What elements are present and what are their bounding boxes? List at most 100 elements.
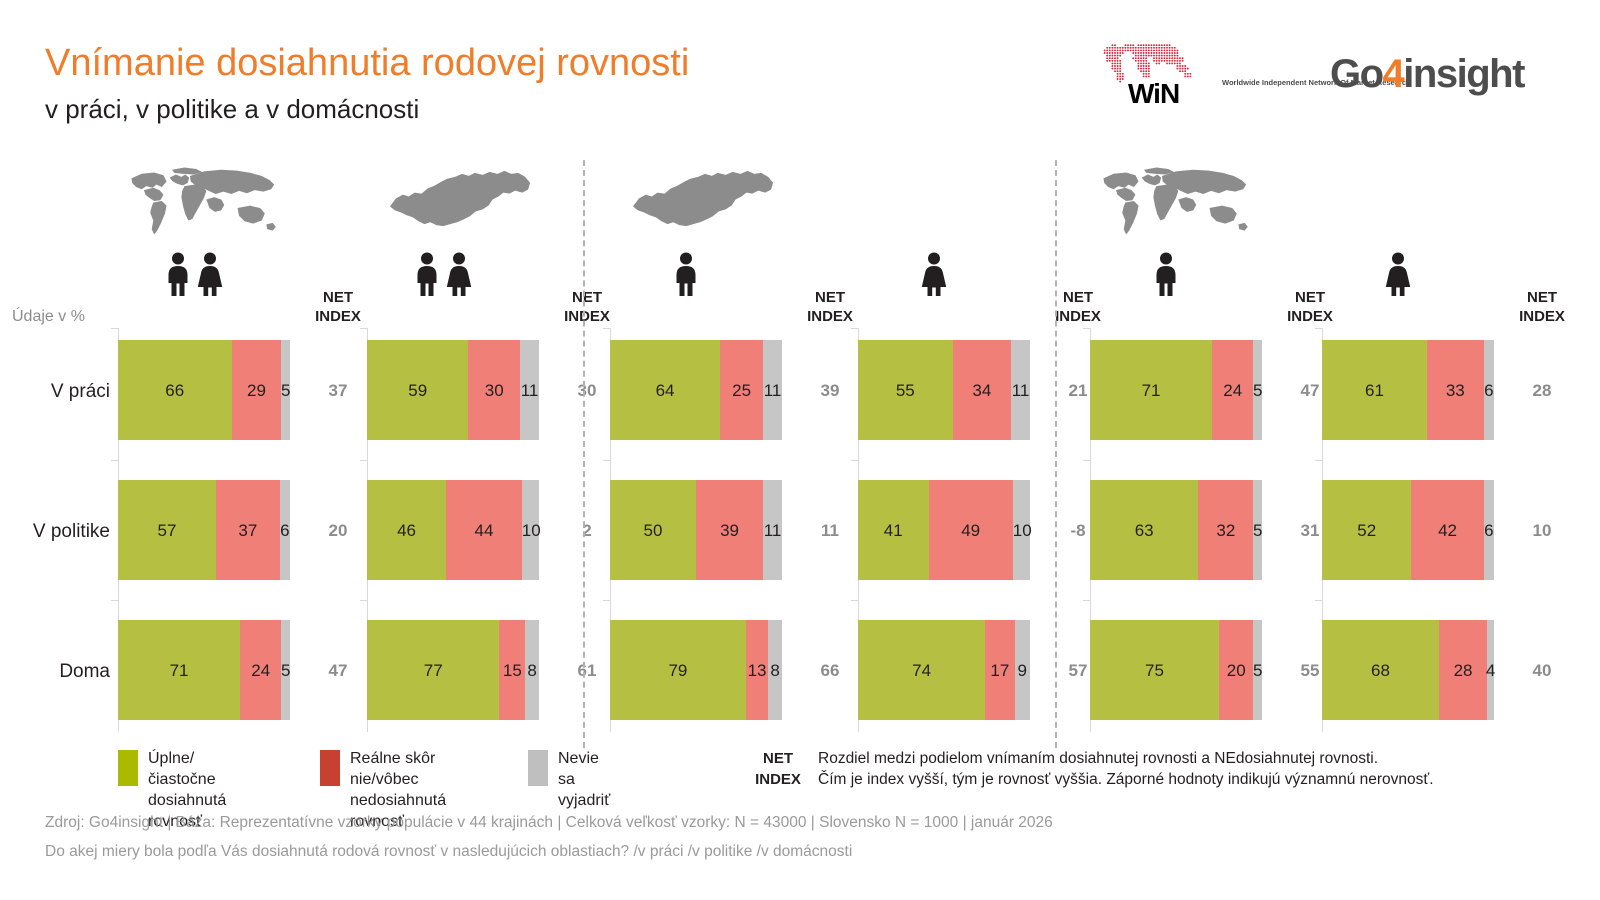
bar-segment-gray	[521, 480, 539, 580]
bar-segment-gray	[1483, 340, 1494, 440]
bar-segment-red	[1212, 340, 1254, 440]
net-index-value: 21	[1068, 381, 1088, 400]
bar-value-label: 57	[157, 521, 177, 540]
net-index-value: 39	[820, 381, 840, 400]
go4insight-logo-part2: 4	[1382, 52, 1405, 96]
net-index-value: 61	[577, 661, 597, 680]
bar-value-label: 30	[484, 381, 504, 400]
world-map-icon	[104, 162, 304, 240]
go4insight-logo-part3: insight	[1403, 52, 1525, 96]
bar-value-label: 59	[408, 381, 428, 400]
bar-segment-gray	[1014, 620, 1030, 720]
bar-value-label: 28	[1453, 661, 1473, 680]
bar-row: 79 13 8 66	[610, 620, 866, 720]
bar-segment-green	[1090, 620, 1219, 720]
bar-segment-red	[928, 480, 1013, 580]
panel-global-total: NET INDEX 66 29 5 37 57 37 6 20 71 24 5 47	[108, 150, 361, 750]
axis-tick-1	[603, 460, 611, 461]
bar-segment-gray	[1253, 340, 1262, 440]
units-label: Údaje v %	[12, 308, 85, 325]
bar-value-label: 17	[990, 661, 1010, 680]
axis-tick-2	[1083, 600, 1091, 601]
net-index-header: NET INDEX	[315, 289, 361, 325]
net-index-value: 37	[328, 381, 348, 400]
bar-segment-green	[118, 620, 241, 720]
bar-value-label: 63	[1134, 521, 1154, 540]
panel-global-men: NET INDEX 71 24 5 47 63 32 5 31 75 20 5 55	[1080, 150, 1333, 750]
bar-row: 52 42 6 10	[1322, 480, 1578, 580]
bar-value-label: 5	[1252, 661, 1263, 680]
bar-segment-green	[610, 340, 721, 440]
bar-value-label: 4	[1485, 661, 1496, 680]
axis-tick-0	[111, 328, 119, 329]
bar-value-label: 77	[423, 661, 443, 680]
bar-row: 64 25 11 39	[610, 340, 866, 440]
woman-icon	[197, 252, 223, 296]
bar-value-label: 34	[972, 381, 992, 400]
bar-segment-gray	[768, 620, 782, 720]
legend-swatch-green	[118, 750, 138, 786]
bar-segment-red	[985, 620, 1015, 720]
legend: Úplne/čiastočne dosiahnutá rovnosť Reáln…	[0, 748, 1600, 830]
net-index-header: NET INDEX	[1519, 289, 1565, 325]
people-icons	[1312, 250, 1484, 296]
man-icon	[165, 252, 191, 296]
axis-tick-0	[603, 328, 611, 329]
bar-segment-green	[1090, 480, 1199, 580]
net-index-header: NET INDEX	[1055, 289, 1101, 325]
axis-tick-0	[360, 328, 368, 329]
bar-row: 41 49 10 -8	[858, 480, 1114, 580]
bar-segment-red	[1219, 620, 1254, 720]
bar-value-label: 71	[169, 661, 189, 680]
bar-segment-green	[1090, 340, 1213, 440]
bar-segment-green	[858, 480, 929, 580]
woman-icon	[446, 252, 472, 296]
bar-segment-gray	[763, 340, 782, 440]
axis-tick-1	[1083, 460, 1091, 461]
row-label-2: Doma	[59, 661, 110, 682]
legend-label-red: Reálne skôr nie/vôbec nedosiahnutá rovno…	[350, 750, 447, 830]
row-label-0: V práci	[50, 381, 110, 402]
axis-tick-2	[360, 600, 368, 601]
bar-value-label: 9	[1017, 661, 1027, 680]
bar-value-label: 10	[1012, 521, 1032, 540]
net-index-value: 20	[328, 521, 348, 540]
bar-segment-green	[858, 620, 986, 720]
people-icons	[600, 250, 772, 296]
bar-segment-gray	[281, 340, 290, 440]
header: Vnímanie dosiahnutia rodovej rovnosti v …	[0, 0, 1600, 150]
axis-tick-2	[603, 600, 611, 601]
slovakia-map-icon	[385, 164, 585, 242]
bar-value-label: 46	[397, 521, 417, 540]
bar-value-label: 39	[720, 521, 739, 540]
axis-tick-0	[851, 328, 859, 329]
bar-value-label: 29	[246, 381, 266, 400]
bar-row: 71 24 5 47	[118, 620, 374, 720]
bar-value-label: 64	[655, 381, 675, 400]
bar-segment-green	[118, 340, 232, 440]
axis-tick-1	[1315, 460, 1323, 461]
bar-segment-gray	[1253, 620, 1262, 720]
bar-segment-gray	[281, 620, 290, 720]
bar-row: 77 15 8 61	[367, 620, 623, 720]
net-index-value: 30	[577, 381, 597, 400]
page-subtitle: v práci, v politike a v domácnosti	[45, 94, 420, 124]
bar-value-label: 55	[895, 381, 915, 400]
axis-tick-0	[1315, 328, 1323, 329]
bar-value-label: 49	[961, 521, 981, 540]
bar-segment-red	[1411, 480, 1484, 580]
net-index-value: 47	[1300, 381, 1320, 400]
bar-row: 55 34 11 21	[858, 340, 1114, 440]
bar-segment-green	[1322, 480, 1412, 580]
bar-value-label: 5	[1252, 381, 1263, 400]
legend-label-green: Úplne/čiastočne dosiahnutá rovnosť	[148, 750, 227, 830]
bar-row: 71 24 5 47	[1090, 340, 1346, 440]
bar-row: 74 17 9 57	[858, 620, 1114, 720]
net-index-value: 47	[328, 661, 348, 680]
bar-value-label: 6	[1484, 521, 1494, 540]
bar-value-label: 11	[763, 381, 782, 400]
bar-segment-red	[952, 340, 1012, 440]
bar-value-label: 20	[1226, 661, 1246, 680]
panel-slovakia-men: NET INDEX 64 25 11 39 50 39 11 11 79 13 8 66	[600, 150, 853, 750]
bar-segment-gray	[1487, 620, 1494, 720]
